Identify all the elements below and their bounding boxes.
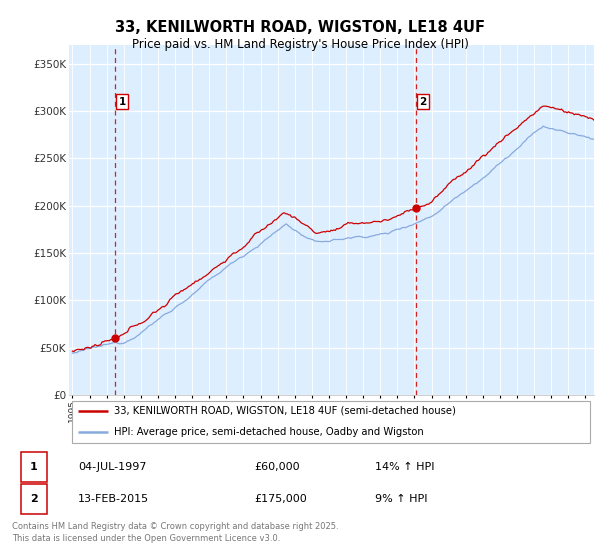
Text: 04-JUL-1997: 04-JUL-1997 bbox=[78, 463, 147, 473]
FancyBboxPatch shape bbox=[21, 452, 47, 483]
Text: 2: 2 bbox=[419, 96, 427, 106]
Text: 33, KENILWORTH ROAD, WIGSTON, LE18 4UF (semi-detached house): 33, KENILWORTH ROAD, WIGSTON, LE18 4UF (… bbox=[113, 406, 455, 416]
Text: 1: 1 bbox=[119, 96, 126, 106]
FancyBboxPatch shape bbox=[21, 484, 47, 514]
Text: 2: 2 bbox=[30, 494, 38, 504]
Text: 13-FEB-2015: 13-FEB-2015 bbox=[78, 494, 149, 504]
Text: 1: 1 bbox=[30, 463, 38, 473]
Text: £175,000: £175,000 bbox=[254, 494, 307, 504]
Text: 14% ↑ HPI: 14% ↑ HPI bbox=[375, 463, 434, 473]
Text: Price paid vs. HM Land Registry's House Price Index (HPI): Price paid vs. HM Land Registry's House … bbox=[131, 38, 469, 50]
FancyBboxPatch shape bbox=[71, 401, 590, 444]
Text: HPI: Average price, semi-detached house, Oadby and Wigston: HPI: Average price, semi-detached house,… bbox=[113, 427, 424, 437]
Text: Contains HM Land Registry data © Crown copyright and database right 2025.
This d: Contains HM Land Registry data © Crown c… bbox=[12, 522, 338, 543]
Text: 9% ↑ HPI: 9% ↑ HPI bbox=[375, 494, 427, 504]
Text: 33, KENILWORTH ROAD, WIGSTON, LE18 4UF: 33, KENILWORTH ROAD, WIGSTON, LE18 4UF bbox=[115, 20, 485, 35]
Text: £60,000: £60,000 bbox=[254, 463, 299, 473]
